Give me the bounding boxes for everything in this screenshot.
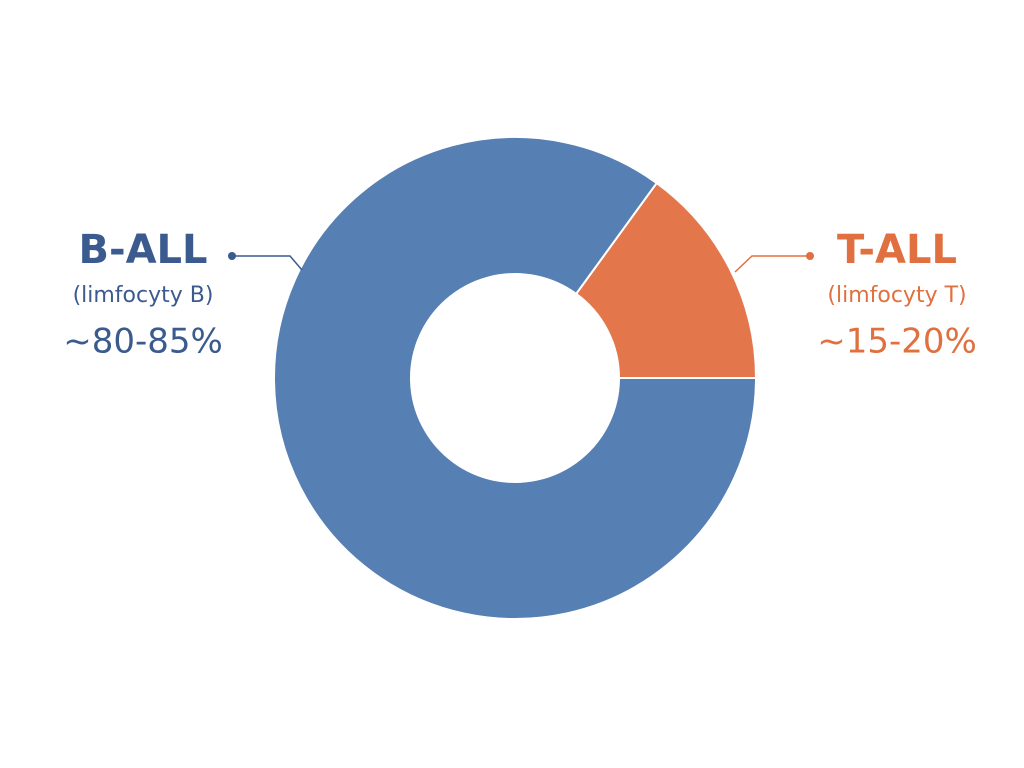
donut-slice [574, 181, 758, 379]
leader-line [734, 255, 810, 273]
value-label: ~80-85% [63, 322, 223, 362]
leader-dot [228, 252, 236, 260]
labels: B-ALL (limfocyty B) ~80-85% T-ALL (limfocyty… [63, 227, 977, 362]
value-label: ~15-20% [817, 322, 977, 362]
donut-slice [273, 136, 758, 620]
category-description: (limfocyty T) [827, 283, 966, 308]
donut [273, 136, 758, 620]
category-description: (limfocyty B) [73, 283, 214, 308]
category-label: T-ALL [837, 227, 957, 273]
leader-line [232, 255, 303, 271]
category-label: B-ALL [78, 227, 207, 273]
leader-dot [806, 252, 814, 260]
